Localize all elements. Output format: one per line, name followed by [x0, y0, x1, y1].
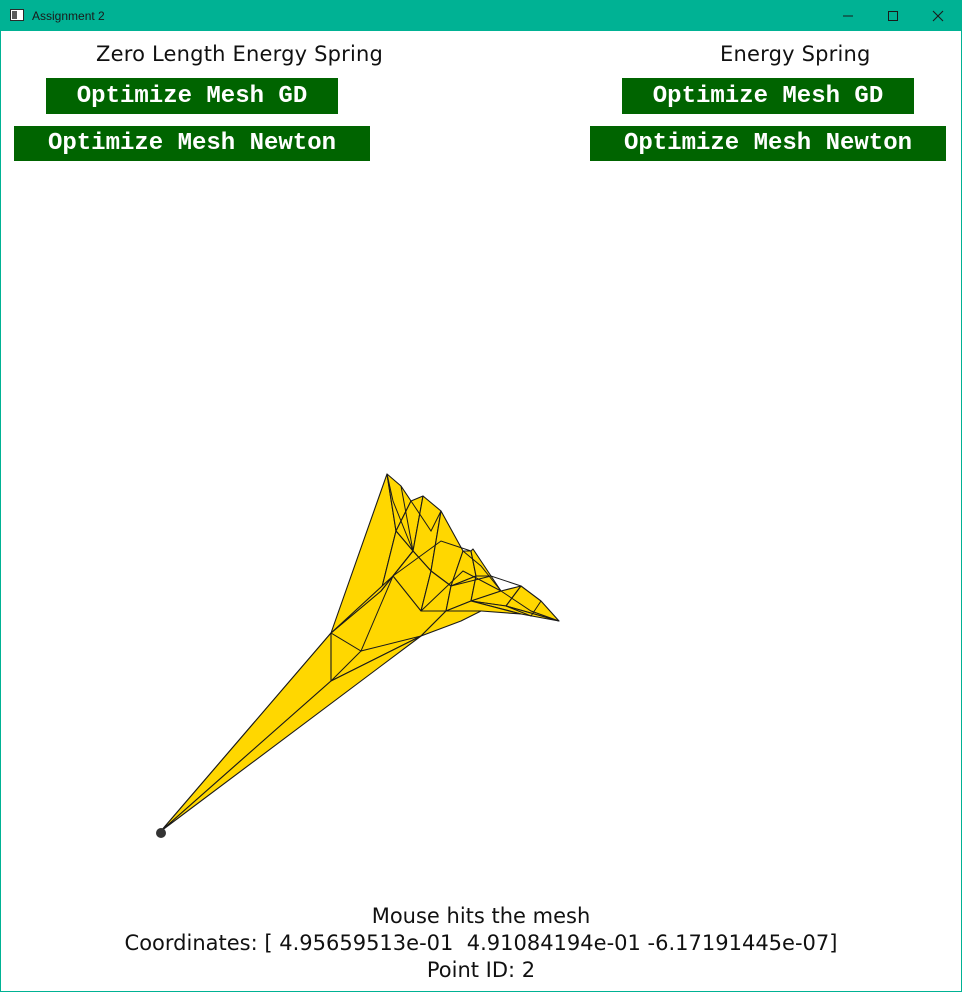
- maximize-icon: [888, 11, 898, 21]
- hit-status-text: Mouse hits the mesh: [371, 904, 591, 928]
- maximize-button[interactable]: [870, 1, 916, 31]
- right-optimize-newton-button[interactable]: Optimize Mesh Newton: [590, 126, 946, 161]
- left-optimize-gd-button[interactable]: Optimize Mesh GD: [46, 78, 338, 114]
- zero-length-spring-heading: Zero Length Energy Spring: [96, 42, 384, 66]
- minimize-button[interactable]: [825, 1, 871, 31]
- window-title: Assignment 2: [32, 9, 105, 23]
- app-icon: [10, 9, 24, 21]
- title-bar[interactable]: Assignment 2: [1, 1, 961, 31]
- mesh-edges: [330, 473, 560, 682]
- point-id-readout: Point ID: 2: [426, 958, 536, 982]
- render-viewport[interactable]: Zero Length Energy Spring Optimize Mesh …: [1, 31, 961, 991]
- energy-spring-heading: Energy Spring: [720, 42, 871, 66]
- selected-point-marker[interactable]: [156, 828, 166, 838]
- mesh-canvas[interactable]: [1, 31, 961, 911]
- close-icon: [932, 10, 944, 22]
- coordinates-readout: Coordinates: [ 4.95659513e-01 4.91084194…: [124, 931, 838, 955]
- left-optimize-newton-button[interactable]: Optimize Mesh Newton: [14, 126, 370, 161]
- mesh-surface[interactable]: [160, 473, 560, 832]
- close-button[interactable]: [915, 1, 961, 31]
- right-optimize-gd-button[interactable]: Optimize Mesh GD: [622, 78, 914, 114]
- minimize-icon: [843, 15, 853, 17]
